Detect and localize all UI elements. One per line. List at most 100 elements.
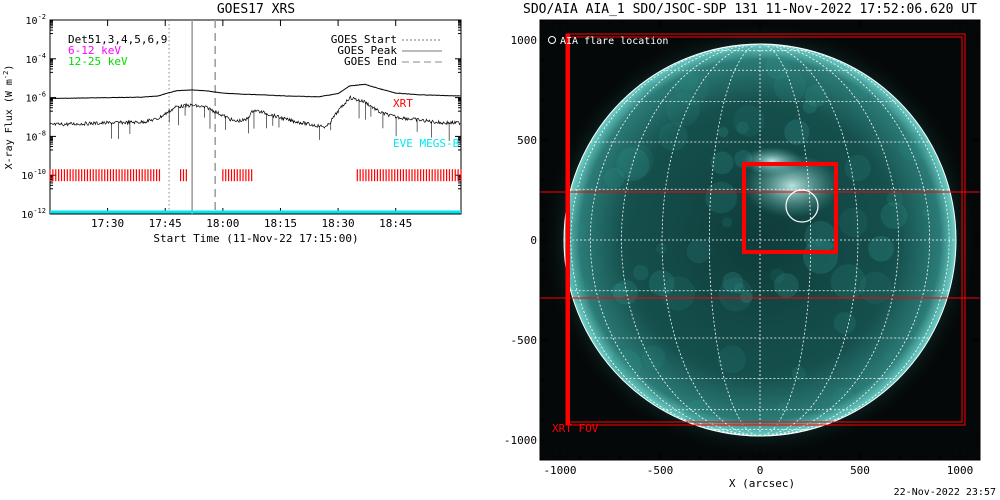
aia-y-tick-label: 500 [517,134,537,147]
goes-x-tick-label: 18:30 [322,217,355,230]
active-region-glow [742,147,802,175]
goes-y-tick-label: 10-12 [21,207,46,221]
disk-texture-blob [619,143,654,178]
legend-goes-peak: GOES Peak [337,44,397,57]
disk-texture-blob [661,276,696,311]
disk-texture-blob [655,243,668,255]
heliographic-grid [564,44,956,436]
legend-goes-end: GOES End [344,55,397,68]
disk-texture-blob [765,54,791,80]
aia-y-tick-label: 1000 [511,34,538,47]
disk-texture-blob [678,71,699,91]
solar-disk-features [564,44,950,429]
disk-texture-blob [718,277,753,312]
disk-texture-blob [705,181,738,214]
grid-meridian [570,44,761,436]
goes-x-tick-label: 17:45 [149,217,182,230]
goes-x-axis-label: Start Time (11-Nov-22 17:15:00) [153,232,358,245]
goes-y-axis-label-exp: -2 [2,71,10,79]
disk-texture-blob [804,220,837,253]
goes-xrs-chart: GOES17 XRS 10-2 10-4 10-6 10-8 10-10 10-12 17… [2,2,462,245]
grid-meridian [620,44,761,436]
goes-plot-frame [49,19,462,215]
goes-y-tick-exp: -12 [33,207,46,215]
flare-legend-symbol [548,36,556,44]
aia-x-tick-label: 1000 [947,464,974,477]
goes-y-tick-label: 10-2 [26,13,46,27]
goes-y-tick-exp: -10 [33,168,46,176]
disk-texture-blob [883,352,893,362]
aia-chart-title: SDO/AIA AIA_1 SDO/JSOC-SDP 131 11-Nov-20… [523,2,977,17]
disk-texture-blob [632,264,649,281]
disk-texture-blob [886,190,904,207]
disk-texture-blob [710,151,734,175]
goes-y-tick-label: 10-4 [26,52,46,66]
disk-texture-blob [666,92,700,127]
eve-megs-b-label: EVE MEGS-B [393,137,460,150]
xrt-fov-overlays [540,33,980,426]
goes-legend: GOES Start GOES Peak GOES End [331,33,442,68]
goes-y-axis-label-main: X-ray Flux (W m [4,79,15,169]
disk-texture-blob [740,290,753,304]
grid-meridian [759,44,900,436]
disk-texture-blob [830,264,866,300]
detector-label: Det51,3,4,5,6,9 [68,33,167,46]
disk-texture-blob [616,147,650,181]
disk-texture-blob [838,207,868,237]
goes-curve-long [50,83,461,100]
grid-meridian [759,44,931,436]
goes-y-tick-label: 10-6 [26,91,46,105]
goes-x-tick-label: 18:00 [206,217,239,230]
disk-texture-blob [773,70,806,103]
disk-texture-blob [868,235,894,262]
disk-texture-blob [833,312,856,335]
flare-legend-label: AIA flare location [560,36,668,47]
goes-y-tick-exp: -4 [38,52,46,60]
goes-curves [49,83,461,141]
legend-goes-start: GOES Start [331,33,397,46]
disk-texture-blob [802,99,817,114]
disk-texture-blob [784,119,810,145]
band-low-label: 6-12 keV [68,44,121,57]
aia-image-panel: SDO/AIA AIA_1 SDO/JSOC-SDP 131 11-Nov-20… [504,2,981,490]
goes-y-tick-exp: -8 [38,129,46,137]
goes-event-markers [168,20,216,214]
goes-y-tick-exp: -2 [38,13,46,21]
grid-meridian [759,44,950,436]
disk-texture-blob [804,84,828,107]
goes-x-tick-label: 17:30 [91,217,124,230]
aia-x-tick-label: 500 [850,464,870,477]
solar-limb [563,43,957,437]
aia-x-tick-label: -500 [647,464,674,477]
disk-texture-blob [791,366,806,381]
aia-y-tick-label: 0 [530,234,537,247]
disk-texture-blob [733,105,765,137]
aia-flare-location-marker [785,189,819,223]
disk-texture-blob [859,271,892,304]
disk-texture-blob [802,238,839,274]
disk-texture-blob [880,201,908,229]
footer-timestamp: 22-Nov-2022 23:57 [893,487,996,498]
aia-axis-ticks: -1000 -1000 -500 -500 0 0 500 500 1000 1000 [504,20,980,477]
disk-texture-blob [604,167,625,189]
disk-texture-blob [722,217,733,228]
disk-texture-blob [648,270,675,297]
disk-texture-blob [613,280,639,305]
disk-texture-blob [674,71,709,106]
disk-texture-blob [610,349,642,381]
aia-x-tick-label: -1000 [543,464,576,477]
goes-y-axis-label: X-ray Flux (W m-2) [2,65,15,170]
xrt-coverage-bars [49,169,462,182]
disk-texture-blob [722,271,744,293]
disk-texture-blob [718,126,729,138]
disk-texture-blob [844,155,871,182]
disk-texture-blob [686,238,712,264]
xrt-curve-label: XRT [393,97,413,110]
goes-curve-short [49,95,461,129]
aia-x-axis-label: X (arcsec) [729,477,795,490]
goes-chart-title: GOES17 XRS [217,2,295,17]
grid-meridian [589,44,761,436]
disk-texture-blob [832,387,855,410]
disk-texture-blob [642,81,659,98]
disk-texture-blob [658,122,688,152]
